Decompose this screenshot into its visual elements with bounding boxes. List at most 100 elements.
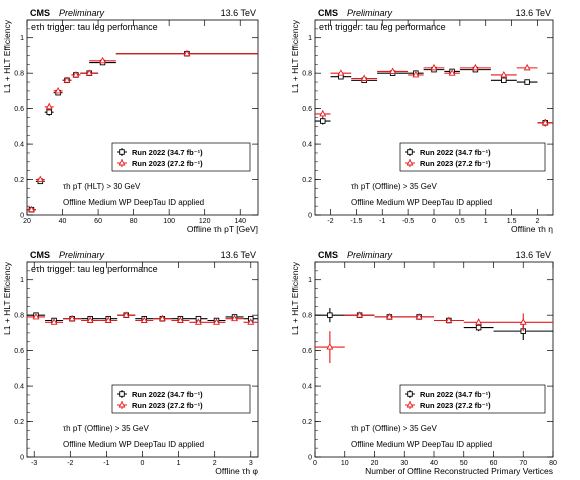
- y-tick-label: 0.6: [302, 348, 312, 355]
- triangle-marker: [231, 314, 238, 322]
- triangle-marker: [99, 56, 106, 64]
- data-point: [117, 311, 136, 318]
- preliminary-label: Preliminary: [59, 8, 105, 18]
- square-marker: [501, 77, 507, 84]
- data-point: [115, 49, 258, 57]
- legend-box: [111, 384, 251, 414]
- square-marker: [524, 79, 530, 85]
- data-point: [189, 318, 208, 325]
- chart-panel-2: CMS Preliminary 13.6 TeV eτh trigger: tau l…: [290, 8, 554, 234]
- cms-label: CMS: [30, 250, 50, 260]
- y-tick-label: 0.2: [302, 177, 312, 184]
- x-axis-label: Number of Offline Reconstructed Primary …: [365, 466, 553, 476]
- legend-triangle-marker: [406, 401, 414, 408]
- legend-label: Run 2023 (27.2 fb⁻¹): [420, 159, 491, 168]
- triangle-marker: [36, 175, 44, 182]
- legend-square-marker: [407, 149, 413, 155]
- data-point: [27, 205, 36, 213]
- cms-label: CMS: [318, 8, 338, 18]
- y-tick-label: 1: [308, 35, 312, 42]
- data-point: [45, 318, 64, 325]
- triangle-marker: [415, 313, 423, 320]
- legend-label: Run 2022 (34.7 fb⁻¹): [420, 390, 491, 399]
- y-axis-label: L1 + HLT Efficiency: [2, 19, 12, 93]
- triangle-marker: [337, 69, 345, 76]
- y-tick-label: 1: [20, 35, 24, 42]
- x-tick-label: 120: [199, 218, 211, 225]
- x-tick-label: 2: [536, 218, 540, 225]
- data-point: [243, 318, 258, 325]
- data-point: [344, 311, 375, 318]
- data-point: [490, 71, 517, 78]
- legend: Run 2022 (34.7 fb⁻¹) Run 2023 (27.2 fb⁻¹): [399, 384, 546, 414]
- triangle-marker: [183, 49, 191, 57]
- triangle-marker: [541, 118, 549, 126]
- triangle-marker: [412, 71, 420, 78]
- x-tick-label: 2: [213, 460, 217, 467]
- legend-label: Run 2022 (34.7 fb⁻¹): [420, 148, 491, 157]
- data-point: [315, 331, 345, 364]
- legend-box: [399, 142, 546, 172]
- energy-label: 13.6 TeV: [221, 250, 256, 260]
- data-point: [434, 316, 464, 323]
- x-tick-label: -0.5: [402, 218, 414, 225]
- data-point: [62, 76, 72, 83]
- y-tick-label: 0: [20, 213, 24, 220]
- x-tick-label: 50: [460, 460, 468, 467]
- triangle-marker: [85, 69, 93, 76]
- y-axis-label: L1 + HLT Efficiency: [2, 261, 12, 335]
- data-point: [404, 313, 434, 320]
- legend-label: Run 2023 (27.2 fb⁻¹): [132, 159, 203, 168]
- y-tick-label: 0.6: [14, 106, 24, 113]
- id-annotation: Offline Medium WP DeepTau ID applied: [63, 198, 204, 207]
- data-point: [99, 316, 118, 323]
- series-1: [27, 50, 258, 213]
- series-2: [315, 311, 553, 364]
- data-point: [330, 69, 352, 76]
- energy-label: 13.6 TeV: [221, 8, 256, 18]
- data-point: [44, 102, 54, 111]
- legend-label: Run 2022 (34.7 fb⁻¹): [132, 390, 203, 399]
- x-tick-label: -2: [67, 460, 73, 467]
- triangle-marker: [471, 63, 479, 71]
- square-marker: [327, 312, 333, 318]
- triangle-marker: [389, 67, 397, 74]
- y-tick-label: 0.8: [302, 71, 312, 78]
- data-point: [71, 71, 81, 78]
- triangle-marker: [319, 110, 327, 117]
- triangle-marker: [176, 316, 184, 323]
- y-tick-label: 0.4: [14, 384, 24, 391]
- y-tick-label: 0: [308, 455, 312, 462]
- data-point: [351, 74, 378, 81]
- triangle-marker: [140, 316, 148, 323]
- y-tick-label: 0.8: [14, 313, 24, 320]
- x-tick-label: 140: [234, 218, 246, 225]
- x-tick-label: 1.5: [507, 218, 517, 225]
- legend: Run 2022 (34.7 fb⁻¹) Run 2023 (27.2 fb⁻¹): [399, 142, 546, 172]
- x-tick-label: 1: [484, 218, 488, 225]
- square-marker: [475, 324, 482, 331]
- y-tick-label: 0: [308, 213, 312, 220]
- x-tick-label: -1: [379, 218, 385, 225]
- triangle-marker: [50, 318, 58, 325]
- x-tick-label: 100: [163, 218, 175, 225]
- x-tick-label: 20: [23, 218, 31, 225]
- data-point: [207, 318, 226, 325]
- data-point: [153, 314, 172, 322]
- x-tick-label: -3: [31, 460, 37, 467]
- legend-entry: Run 2022 (34.7 fb⁻¹): [117, 148, 203, 157]
- data-point: [493, 313, 553, 332]
- plot-title: eτh trigger: tau leg performance: [31, 264, 158, 274]
- y-tick-label: 0.8: [14, 71, 24, 78]
- data-point: [408, 71, 424, 78]
- x-axis-label: Offline τh η: [511, 224, 553, 234]
- triangle-marker: [54, 86, 62, 94]
- data-point: [463, 318, 494, 326]
- data-point: [225, 314, 244, 322]
- x-tick-label: 80: [130, 218, 138, 225]
- data-point: [135, 316, 154, 323]
- x-tick-label: 0: [432, 218, 436, 225]
- data-point: [89, 56, 116, 64]
- legend-entry: Run 2022 (34.7 fb⁻¹): [405, 148, 491, 157]
- data-point: [423, 63, 445, 71]
